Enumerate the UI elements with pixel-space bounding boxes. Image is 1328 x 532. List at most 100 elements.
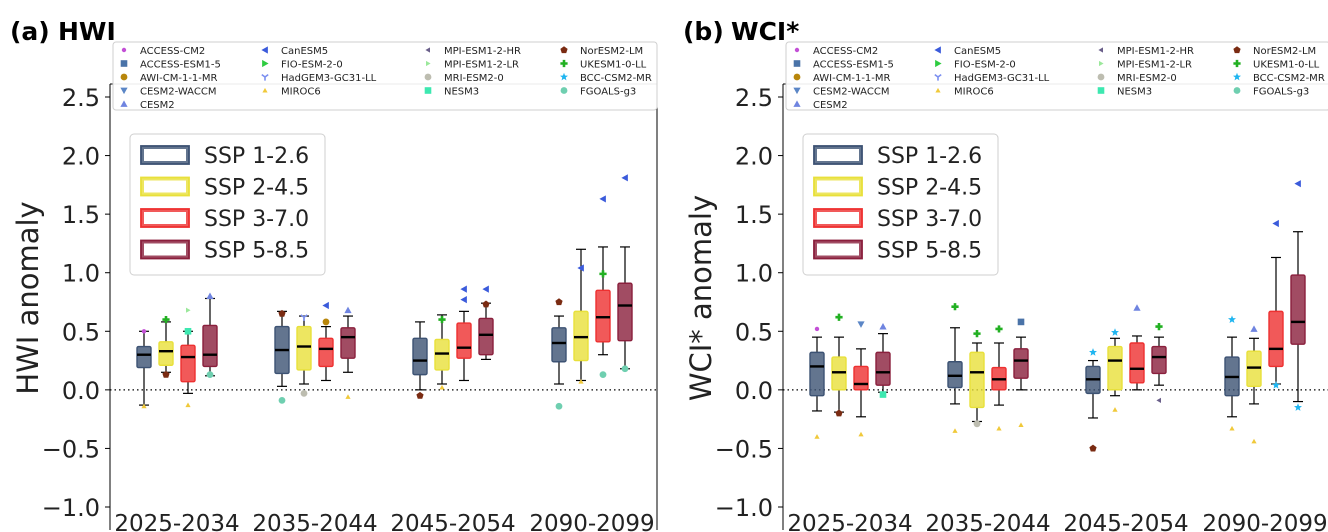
model-legend-label: CESM2-WACCM xyxy=(813,86,889,97)
y-tick-label: 2.0 xyxy=(735,143,773,171)
model-point xyxy=(1229,425,1235,431)
model-point xyxy=(162,315,170,324)
model-legend-marker xyxy=(424,73,432,81)
model-point xyxy=(300,314,308,321)
model-point xyxy=(555,298,563,306)
model-point xyxy=(206,292,214,300)
model-legend-label: NorESM2-LM xyxy=(580,46,643,57)
model-point xyxy=(951,303,959,311)
box-body xyxy=(296,325,312,371)
model-legend-label: MRI-ESM2-0 xyxy=(444,73,504,84)
model-point xyxy=(344,306,352,314)
model-legend-marker xyxy=(794,47,800,53)
scenario-legend-swatch-inner xyxy=(817,212,859,224)
model-legend-label: NorESM2-LM xyxy=(1253,46,1316,57)
model-legend-marker xyxy=(121,47,127,53)
x-tick-label: 2025-2034 xyxy=(114,511,239,532)
model-legend-marker xyxy=(793,60,801,67)
x-tick-label: 2090-2099 xyxy=(1202,511,1327,532)
model-legend-marker xyxy=(560,46,568,54)
box-body xyxy=(617,282,633,342)
model-legend-marker xyxy=(793,87,801,95)
model-legend-marker xyxy=(425,47,430,53)
box-body xyxy=(456,322,472,359)
box-body xyxy=(158,341,174,366)
model-legend-marker xyxy=(120,100,128,107)
model-point xyxy=(858,431,864,437)
model-legend-label: UKESM1-0-LL xyxy=(580,59,647,70)
model-legend-label: ACCESS-CM2 xyxy=(813,46,878,57)
y-tick-label: −1.0 xyxy=(42,494,100,522)
model-point xyxy=(345,394,351,399)
model-point xyxy=(1018,422,1024,427)
model-point xyxy=(814,326,820,332)
box-body xyxy=(1151,345,1167,375)
x-tick-label: 2025-2034 xyxy=(787,511,912,532)
scenario-legend-label: SSP 1-2.6 xyxy=(204,144,309,169)
model-point xyxy=(206,371,214,379)
box-body xyxy=(1268,310,1284,368)
model-point xyxy=(438,315,446,324)
model-point xyxy=(996,425,1002,431)
box-body xyxy=(202,324,218,368)
scenario-legend-label: SSP 5-8.5 xyxy=(204,239,309,264)
model-point xyxy=(1294,403,1302,411)
model-point xyxy=(814,434,820,439)
model-legend-label: CESM2 xyxy=(813,100,848,111)
model-point xyxy=(322,301,329,310)
model-point xyxy=(439,384,445,390)
model-point xyxy=(973,330,981,338)
model-legend-box xyxy=(112,41,658,111)
model-legend-label: MPI-ESM1-2-HR xyxy=(444,46,521,57)
model-point xyxy=(879,391,887,398)
model-legend-label: CanESM5 xyxy=(954,46,1001,57)
box-body xyxy=(318,337,334,368)
model-point xyxy=(857,321,865,328)
model-legend-marker xyxy=(935,59,942,68)
scenario-legend-swatch-inner xyxy=(144,243,186,256)
x-tick-label: 2045-2054 xyxy=(390,511,515,532)
model-legend-marker xyxy=(120,60,128,67)
y-tick-label: 0.5 xyxy=(735,318,773,346)
model-legend-label: HadGEM3-GC31-LL xyxy=(954,73,1050,84)
y-tick-label: 0.0 xyxy=(735,377,773,405)
model-legend-marker xyxy=(261,46,268,54)
model-point xyxy=(879,323,887,330)
model-point xyxy=(416,391,424,399)
model-point xyxy=(995,325,1003,333)
model-point xyxy=(184,327,192,335)
model-legend-box xyxy=(785,41,1328,111)
y-tick-label: 0.5 xyxy=(62,318,100,346)
model-point xyxy=(973,420,981,428)
model-legend-label: NESM3 xyxy=(444,86,479,97)
model-point xyxy=(186,307,191,313)
box-body xyxy=(136,345,152,369)
model-legend-marker xyxy=(1099,60,1104,67)
box-body xyxy=(1013,348,1029,379)
model-point xyxy=(952,428,958,433)
model-point xyxy=(1089,444,1097,452)
model-legend-label: HadGEM3-GC31-LL xyxy=(281,73,377,84)
model-legend-marker xyxy=(934,46,941,54)
y-tick-label: 1.0 xyxy=(62,260,100,288)
model-legend-marker xyxy=(934,73,942,81)
model-legend-label: FIO-ESM-2-0 xyxy=(281,59,343,70)
model-point xyxy=(322,318,330,326)
model-legend-marker xyxy=(262,87,268,93)
model-legend-label: MPI-ESM1-2-LR xyxy=(444,59,519,70)
y-tick-label: 2.5 xyxy=(62,84,100,112)
scenario-legend-swatch-inner xyxy=(144,180,186,193)
model-legend-marker xyxy=(560,59,568,68)
scenario-legend-label: SSP 1-2.6 xyxy=(877,144,982,169)
y-axis-label: HWI anomaly xyxy=(11,201,45,394)
box-body xyxy=(551,327,567,363)
model-legend-label: MIROC6 xyxy=(954,86,994,97)
model-legend-label: UKESM1-0-LL xyxy=(1253,59,1320,70)
model-point xyxy=(278,309,286,317)
model-point xyxy=(599,371,607,379)
x-tick-label: 2035-2044 xyxy=(252,511,377,532)
y-tick-label: 0.0 xyxy=(62,377,100,405)
model-legend-label: ACCESS-ESM1-5 xyxy=(813,59,894,70)
y-tick-label: 2.0 xyxy=(62,143,100,171)
